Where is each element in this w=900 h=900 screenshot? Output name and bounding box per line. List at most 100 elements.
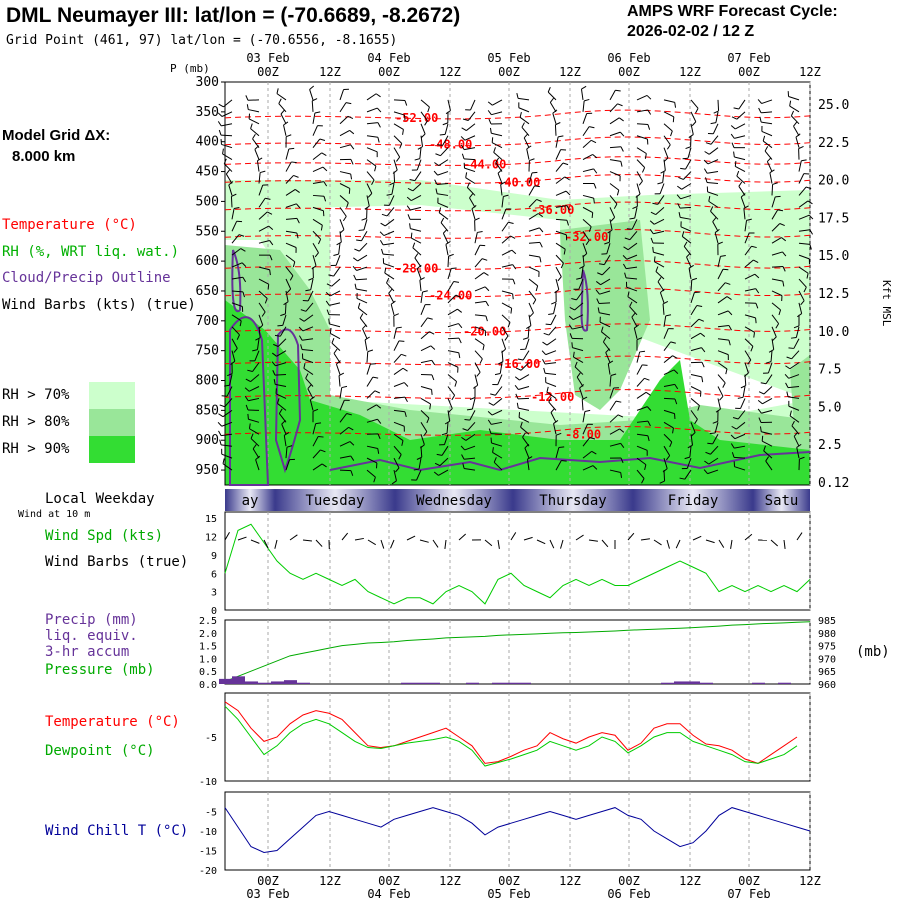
wind-barb: [407, 183, 422, 192]
wind-barb: [730, 443, 746, 449]
wind-barb: [406, 194, 422, 202]
wind-barb: [285, 147, 295, 160]
surface-wind-barb: [315, 539, 323, 547]
time-tick-label-top: 12Z: [439, 65, 461, 79]
wind-barb: [793, 431, 800, 447]
wind-barb: [492, 447, 503, 459]
wind-barb: [366, 363, 376, 375]
wind-barb: [358, 219, 368, 231]
wind-barb: [660, 159, 666, 174]
wind-barb: [434, 457, 449, 467]
wind-barb: [717, 324, 732, 331]
wind-barb: [636, 391, 651, 399]
wind-barb: [765, 350, 773, 364]
wind-barb: [771, 266, 786, 272]
surface-wind-barb: [705, 539, 715, 544]
wind-barb: [798, 229, 814, 235]
time-tick-label-bottom: 00Z: [618, 874, 640, 888]
wind-barb: [420, 386, 433, 395]
surface-wind-barb: [536, 539, 546, 545]
wind-barb: [636, 433, 650, 442]
wind-barb: [744, 350, 752, 365]
wind-barb: [366, 376, 379, 387]
wind-barb: [744, 314, 757, 324]
surface-wind-barb: [770, 539, 779, 547]
wind-barb: [414, 147, 422, 161]
wind-barb: [734, 160, 746, 172]
wind-barb: [366, 147, 378, 158]
surface-wind-barb: [718, 539, 725, 548]
wind-barb: [339, 385, 348, 399]
wind-barb: [447, 374, 458, 387]
wind-barb: [609, 428, 625, 435]
wind-barb: [528, 254, 542, 263]
precip-tick: 2.0: [199, 629, 217, 640]
rh80-swatch: [89, 409, 135, 436]
wind-barb: [336, 231, 342, 246]
weekday-label: Thursday: [539, 493, 606, 509]
wind-barb: [547, 86, 557, 101]
wind-barb: [501, 278, 516, 285]
rh70-band-upper: [225, 180, 560, 220]
wind-barb: [662, 301, 669, 315]
wind-barb: [273, 379, 287, 387]
wind-barb: [704, 457, 719, 465]
wind-barb: [528, 302, 534, 318]
wind-barb: [571, 342, 584, 352]
wind-barb: [580, 85, 587, 100]
wind-barb: [636, 457, 647, 470]
pressure-tick-right: 960: [818, 680, 836, 691]
wind-barb: [311, 255, 317, 270]
height-tick-label: 17.5: [818, 211, 849, 226]
wind-barb: [390, 300, 396, 315]
wind-barbs-label: Wind Barbs (true): [45, 554, 189, 570]
wind-barb: [542, 338, 557, 346]
wind-speed-tick: 15: [205, 514, 217, 525]
temperature-contour-label: -36.00: [531, 203, 574, 217]
wind-barb: [227, 362, 233, 377]
temperature-contour: [224, 156, 811, 166]
wind-barb: [417, 135, 424, 150]
wind-barb: [218, 129, 233, 137]
wind-barb: [548, 302, 557, 315]
wind-barb: [361, 207, 368, 221]
wind-barb: [678, 212, 692, 220]
wind-barb: [231, 276, 247, 283]
wind-barb: [597, 266, 611, 276]
wind-barb: [763, 362, 773, 374]
date-label-top: 06 Feb: [607, 51, 650, 65]
wind-barb: [487, 409, 503, 416]
wind-barb: [366, 445, 380, 454]
legend-cloud: Cloud/Precip Outline: [2, 270, 171, 286]
wind-barb: [258, 197, 271, 208]
precip-tick: 1.0: [199, 654, 217, 665]
precip-bar: [271, 681, 284, 684]
wind-chill-line: [224, 807, 811, 853]
pressure-tick-label: 850: [196, 403, 219, 418]
wind-barb: [690, 291, 700, 304]
wind-speed-tick: 3: [211, 588, 217, 599]
wind-barb: [219, 439, 233, 447]
wind-barb: [595, 289, 611, 295]
wind-barb: [705, 135, 719, 145]
wind-barb: [339, 144, 355, 150]
temperature-contour: [224, 229, 811, 239]
wind-barb: [309, 85, 315, 101]
wind-barb: [303, 363, 314, 375]
wind-barb: [339, 115, 354, 125]
wind-barb: [763, 445, 773, 459]
wind-barb: [305, 278, 314, 292]
wind-barb: [528, 278, 539, 292]
time-tick-label-bottom: 12Z: [679, 874, 701, 888]
wind-barb: [528, 171, 538, 184]
wind-barb: [487, 99, 503, 106]
wind-barb: [579, 384, 585, 399]
cloud-outline: [229, 316, 270, 486]
time-tick-label-top: 12Z: [559, 65, 581, 79]
wind-barb: [663, 123, 673, 137]
time-tick-label-bottom: 12Z: [799, 874, 821, 888]
wind-barb: [492, 374, 503, 386]
wind-barb: [285, 203, 301, 209]
wind-barb: [653, 256, 665, 268]
wind-barb: [393, 445, 402, 460]
